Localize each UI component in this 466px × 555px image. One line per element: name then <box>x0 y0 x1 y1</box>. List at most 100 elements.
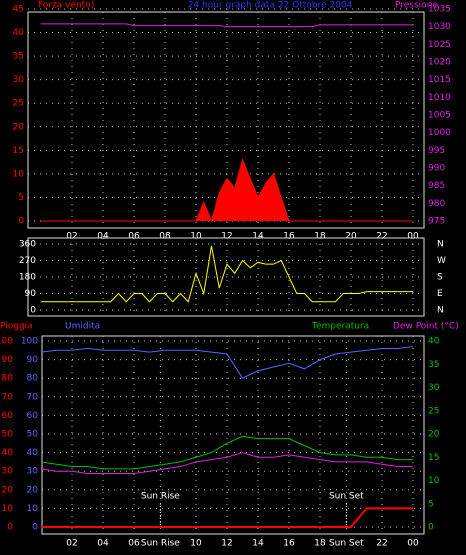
x-tick-label: 10 <box>190 232 202 242</box>
y-tick-label: 10 <box>13 169 25 179</box>
y-tick-label: 70 <box>27 392 39 402</box>
y2-tick-label: 30 <box>428 383 440 393</box>
y2-tick-label: 0 <box>428 523 434 533</box>
series-line <box>41 245 413 303</box>
x-tick-label: 14 <box>252 539 264 549</box>
y-tick-label: 25 <box>13 99 24 109</box>
y-tick-label: 20 <box>13 122 25 132</box>
x-tick-label: 22 <box>376 232 387 242</box>
annotation: Sun Rise <box>141 492 180 502</box>
y-tick-label: 0 <box>32 523 38 533</box>
y2-tick-label: 1010 <box>428 93 451 103</box>
series-label: Umidita <box>65 322 100 332</box>
y2-tick-label: 995 <box>428 146 445 156</box>
y2-tick-label: 15 <box>428 453 439 463</box>
x-tick-label: 00 <box>407 232 419 242</box>
series-line <box>40 452 413 475</box>
series-label: Pressione <box>395 1 438 11</box>
x-tick-label: 04 <box>97 539 109 549</box>
x-tick-label: 22 <box>376 539 387 549</box>
y-tick-label: 40 <box>13 28 25 38</box>
y-tick-label: 80 <box>2 374 14 384</box>
x-tick-label: 04 <box>97 232 109 242</box>
x-tick-label: 12 <box>221 539 232 549</box>
area-fill <box>41 159 413 221</box>
annotation: Sun Set <box>329 492 364 502</box>
y2-tick-label: E <box>437 289 443 299</box>
y-tick-label: 90 <box>25 289 37 299</box>
y-tick-label: 60 <box>27 411 39 421</box>
y-tick-label: 0 <box>7 523 13 533</box>
y-tick-label: 10 <box>2 504 14 514</box>
y2-tick-label: 1000 <box>428 128 451 138</box>
x-tick-label: 10 <box>190 539 202 549</box>
y-tick-label: 90 <box>27 355 39 365</box>
y-tick-label: 40 <box>27 448 39 458</box>
x-tick-label: 18 <box>314 232 326 242</box>
y-tick-label: 360 <box>19 240 36 250</box>
series-line <box>40 346 414 379</box>
y2-tick-label: 1035 <box>428 5 451 15</box>
x-tick-label: Sun Rise <box>141 539 180 549</box>
y-tick-label: 20 <box>2 485 14 495</box>
x-tick-label: 00 <box>407 539 419 549</box>
y2-tick-label: N <box>437 240 444 250</box>
series-line <box>40 435 413 470</box>
y2-tick-label: 10 <box>428 476 440 486</box>
y2-tick-label: 1030 <box>428 22 451 32</box>
y2-tick-label: 985 <box>428 181 445 191</box>
y2-tick-label: 980 <box>428 199 445 209</box>
y-tick-label: 45 <box>13 5 24 15</box>
y-tick-label: 35 <box>13 52 24 62</box>
series-label: Dew Point (°C) <box>393 322 459 332</box>
y-tick-label: 50 <box>27 430 39 440</box>
x-tick-label: 06 <box>128 539 140 549</box>
y2-tick-label: 5 <box>428 499 434 509</box>
y-tick-label: 30 <box>13 75 25 85</box>
y-tick-label: 100 <box>0 337 13 347</box>
x-tick-label: 14 <box>252 232 264 242</box>
y-tick-label: 5 <box>18 193 24 203</box>
y2-tick-label: S <box>437 273 443 283</box>
y2-tick-label: 1005 <box>428 111 451 121</box>
y2-tick-label: 40 <box>428 337 440 347</box>
series-label: Pioggia <box>0 322 33 332</box>
x-tick-label: 12 <box>221 232 232 242</box>
y-tick-label: 30 <box>27 467 39 477</box>
panel-frame <box>27 11 425 229</box>
series-line <box>41 23 413 28</box>
y-tick-label: 0 <box>30 306 36 316</box>
x-tick-label: 16 <box>283 232 295 242</box>
y2-tick-label: N <box>437 306 444 316</box>
x-tick-label: 20 <box>345 232 357 242</box>
y-tick-label: 20 <box>27 485 39 495</box>
y2-tick-label: 990 <box>428 164 445 174</box>
y2-tick-label: 25 <box>428 406 439 416</box>
series-label: Forza vento) <box>38 1 94 11</box>
y2-tick-label: 975 <box>428 217 445 227</box>
y-tick-label: 0 <box>18 217 24 227</box>
y-tick-label: 10 <box>27 504 39 514</box>
chart-title: 24 hour graph data 22 Ottobre 2004 <box>188 1 353 11</box>
x-tick-label: 02 <box>66 539 77 549</box>
y-tick-label: 40 <box>2 448 14 458</box>
y-tick-label: 80 <box>27 374 39 384</box>
y-tick-label: 90 <box>2 355 14 365</box>
panel-frame <box>41 335 425 535</box>
x-tick-label: Sun Set <box>329 539 364 549</box>
y-tick-label: 50 <box>2 430 14 440</box>
series-line <box>41 158 413 223</box>
y2-tick-label: 1025 <box>428 40 451 50</box>
y-tick-label: 70 <box>2 392 14 402</box>
y2-tick-label: W <box>437 256 446 266</box>
x-tick-label: 06 <box>128 232 140 242</box>
y2-tick-label: 1020 <box>428 58 451 68</box>
y-tick-label: 15 <box>13 146 24 156</box>
y-tick-label: 270 <box>19 256 36 266</box>
y2-tick-label: 20 <box>428 430 440 440</box>
y2-tick-label: 35 <box>428 360 439 370</box>
y-tick-label: 30 <box>2 467 14 477</box>
x-tick-label: 02 <box>66 232 77 242</box>
